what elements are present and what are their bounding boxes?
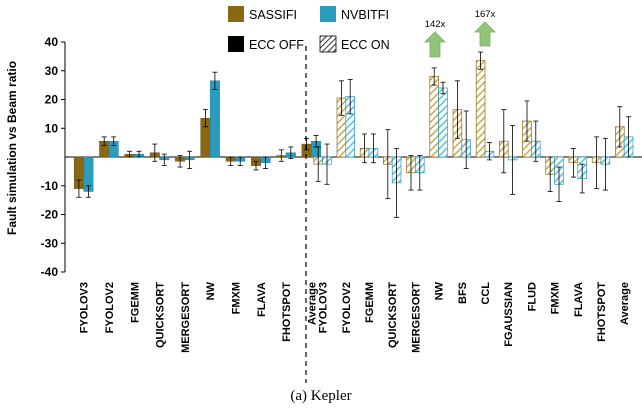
legend-label-ecc-off: ECC OFF [249,38,304,52]
y-tick-label: -10 [41,179,59,193]
overflow-annotations: 142x 167x [424,9,496,58]
x-tick-label: QUICKSORT [155,282,167,348]
x-tick-labels: FYOLOV3 FYOLOV2 FGEMM QUICKSORT MERGESORT NW F… [79,281,632,353]
x-tick-label: FYOLOV2 [341,282,353,333]
x-tick-label: Average [619,282,631,325]
y-tick-label: 20 [45,93,59,107]
x-tick-label: FGAUSSIAN [503,282,515,347]
x-tick-label: QUICKSORT [387,282,399,348]
bar-sassifi-nw [429,76,439,158]
x-tick-label: FHOTSPOT [281,282,293,342]
figure-caption: (a) Kepler [290,388,352,404]
bar-sassifi-ccl [475,60,486,158]
x-tick-label: FYOLOV2 [104,282,116,333]
x-tick-label: MERGESORT [180,282,192,353]
y-tick-label: -20 [41,208,59,222]
y-axis-title: Fault simulation vs Beam ratio [5,61,19,235]
x-tick-label: BFS [457,282,469,304]
x-tick-label: NW [434,281,446,300]
x-tick-label: FHOTSPOT [596,282,608,342]
legend-swatch-ecc-on [319,35,337,53]
annotation-167x: 167x [475,9,496,20]
y-tick-label: -30 [41,236,59,250]
legend-swatch-sassifi [228,6,244,22]
x-tick-label: NW [205,281,217,300]
y-tick-label: 30 [45,64,59,78]
x-tick-label: FYOLOV3 [318,282,330,333]
x-tick-label: FLUD [526,282,538,311]
legend-swatch-nvbitfi [320,6,336,22]
legend-label-sassifi: SASSIFI [249,8,297,22]
legend-label-ecc-on: ECC ON [341,38,390,52]
x-tick-label: FGEMM [364,282,376,323]
y-tick-label: -40 [41,265,59,279]
bars [73,51,634,218]
bar-nvbitfi-nw [438,87,448,158]
legend-swatch-ecc-off [228,36,244,52]
x-tick-label: FGEMM [129,282,141,323]
overflow-arrow-nw [424,31,446,58]
y-tick-label: 40 [45,35,59,49]
legend-label-nvbitfi: NVBITFI [341,8,389,22]
x-tick-label: MERGESORT [410,282,422,353]
overflow-arrow-ccl [474,21,496,47]
x-tick-label: FMXM [231,282,243,314]
bar-nvbitfi-nw [209,80,220,158]
x-tick-label: Average [306,282,318,325]
x-tick-label: FLAVA [573,282,585,317]
legend: SASSIFI NVBITFI ECC OFF ECC ON [228,6,390,53]
x-tick-label: FYOLOV3 [79,282,91,333]
x-tick-label: CCL [480,282,492,305]
x-tick-label: FLAVA [256,282,268,317]
y-tick-label: 10 [45,121,59,135]
x-tick-label: FMXM [550,282,562,314]
annotation-142x: 142x [425,19,446,30]
